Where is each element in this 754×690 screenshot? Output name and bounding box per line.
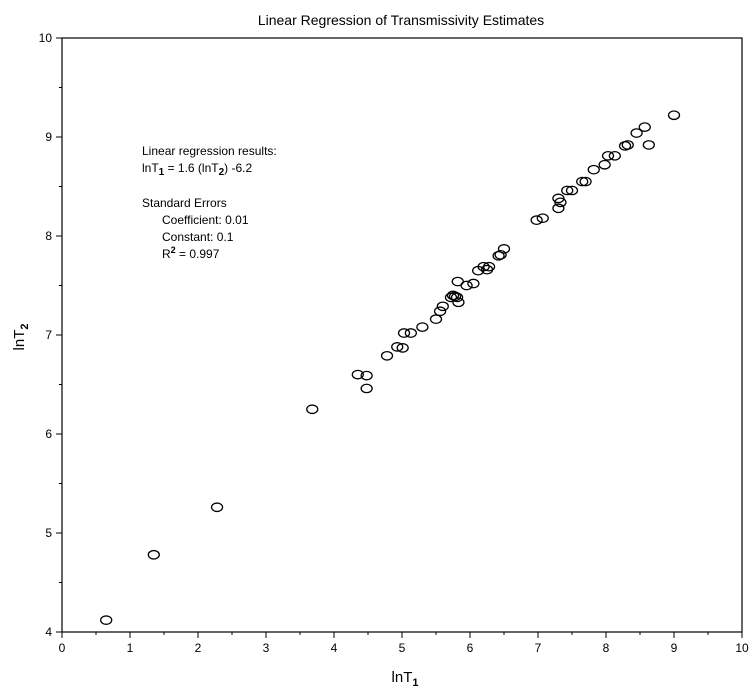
data-point [492, 250, 505, 261]
data-point [452, 297, 465, 308]
x-tick-label: 9 [671, 641, 678, 655]
data-point [397, 328, 411, 338]
y-tick-label: 7 [45, 328, 52, 342]
y-axis-label: lnT2 [11, 324, 31, 351]
data-point [536, 213, 549, 224]
data-point [360, 370, 373, 381]
data-point [667, 110, 681, 121]
data-point [404, 328, 417, 338]
data-point [448, 291, 462, 302]
y-tick-label: 9 [45, 130, 52, 144]
data-point [100, 615, 113, 625]
data-point [306, 404, 319, 415]
data-point [460, 280, 473, 291]
data-point [416, 322, 429, 332]
data-point [450, 292, 464, 303]
annotation-heading: Linear regression results: [142, 144, 277, 158]
plot-frame [61, 37, 743, 633]
x-axis: 0 1 2 3 4 5 6 7 8 9 10 [59, 632, 749, 655]
data-point [210, 502, 224, 513]
data-point [482, 261, 496, 272]
data-point [630, 128, 643, 138]
x-tick-label: 4 [331, 641, 338, 655]
y-tick-label: 4 [45, 625, 52, 639]
data-point [601, 150, 615, 161]
annotation-se-heading: Standard Errors [142, 196, 227, 210]
data-point [497, 244, 511, 254]
x-tick-label: 0 [59, 641, 66, 655]
x-tick-label: 5 [399, 641, 406, 655]
data-point [436, 301, 449, 312]
data-point [530, 215, 543, 226]
x-tick-label: 2 [195, 641, 202, 655]
x-tick-label: 3 [263, 641, 270, 655]
data-point [351, 369, 364, 380]
data-point [638, 122, 651, 132]
chart-title: Linear Regression of Transmissivity Esti… [258, 12, 544, 28]
data-point [576, 176, 589, 187]
data-point [642, 140, 655, 150]
annotation-constant: Constant: 0.1 [162, 230, 234, 244]
data-point [608, 150, 621, 161]
regression-annotation: Linear regression results: lnT1 = 1.6 (l… [142, 144, 277, 261]
data-point [494, 249, 507, 260]
x-axis-label: lnT1 [392, 669, 419, 689]
data-point [579, 176, 592, 187]
data-point [552, 203, 565, 214]
data-point [147, 549, 160, 560]
data-points [100, 110, 681, 625]
data-point [561, 185, 574, 196]
data-point [391, 342, 404, 352]
x-tick-label: 6 [467, 641, 474, 655]
data-point [467, 278, 480, 289]
data-point [587, 164, 600, 175]
data-point [396, 343, 409, 353]
y-tick-label: 5 [45, 526, 52, 540]
y-axis: 4 5 6 7 8 9 10 [39, 31, 62, 639]
x-tick-label: 8 [603, 641, 610, 655]
annotation-r-squared: R2 = 0.997 [162, 245, 220, 261]
data-point [598, 159, 611, 170]
y-tick-label: 6 [45, 427, 52, 441]
data-point [477, 261, 490, 272]
data-point [360, 383, 373, 394]
data-point [380, 350, 394, 361]
x-tick-label: 1 [127, 641, 134, 655]
x-tick-label: 7 [535, 641, 542, 655]
annotation-equation: lnT1 = 1.6 (lnT2) -6.2 [142, 161, 252, 178]
data-point [621, 140, 634, 150]
data-point [433, 306, 447, 317]
annotation-coefficient: Coefficient: 0.01 [162, 213, 249, 227]
y-tick-label: 10 [39, 31, 53, 45]
data-point [554, 197, 567, 208]
x-tick-label: 10 [735, 641, 749, 655]
data-point [429, 314, 443, 325]
y-tick-label: 8 [45, 229, 52, 243]
data-point [565, 185, 579, 196]
